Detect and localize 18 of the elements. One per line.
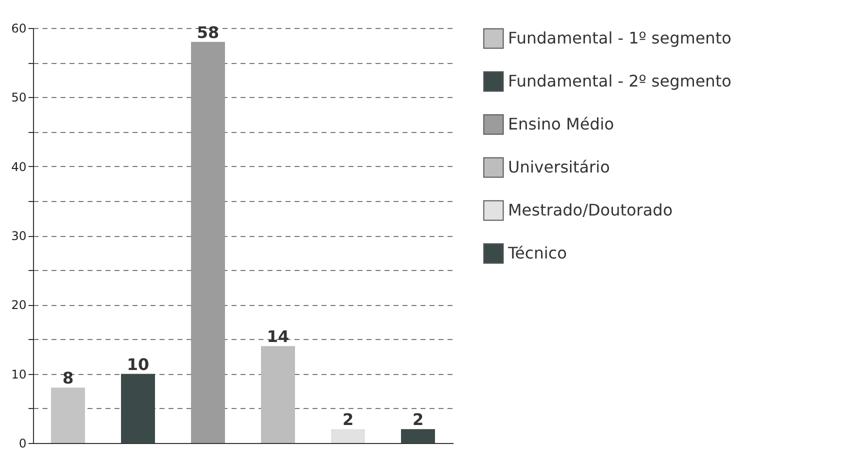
data-label: 2	[342, 410, 354, 430]
legend-label: Universitário	[508, 158, 610, 176]
legend-label: Mestrado/Doutorado	[508, 200, 673, 220]
y-tick-label: 60	[11, 22, 26, 36]
data-label: 2	[412, 410, 424, 430]
legend-label: Ensino Médio	[508, 114, 614, 134]
y-tick-label: 40	[11, 160, 26, 174]
data-label: 10	[126, 354, 150, 374]
y-tick-label: 20	[11, 298, 26, 312]
legend-label: Técnico	[507, 244, 567, 262]
data-label: 58	[196, 22, 220, 42]
legend-label: Fundamental - 1º segmento	[508, 28, 732, 48]
y-tick-label: 10	[11, 367, 26, 382]
y-tick-label: 50	[11, 90, 26, 105]
y-tick-label: 30	[11, 229, 26, 243]
legend-label: Fundamental - 2º segmento	[508, 72, 732, 90]
data-label: 8	[62, 368, 74, 388]
y-tick-label: 0	[18, 436, 26, 450]
